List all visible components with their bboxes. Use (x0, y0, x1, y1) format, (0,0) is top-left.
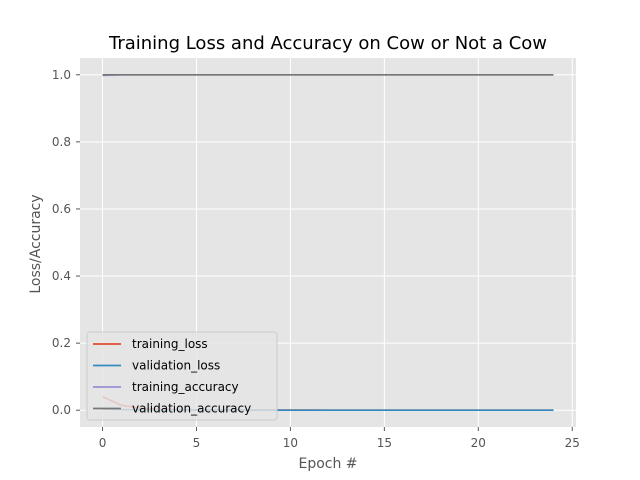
legend-label: training_accuracy (132, 380, 239, 394)
y-tick-label: 0.2 (52, 336, 71, 350)
y-tick-label: 0.8 (52, 135, 71, 149)
x-tick-label: 20 (471, 436, 486, 450)
y-tick-label: 1.0 (52, 68, 71, 82)
legend: training_loss validation_loss training_acc… (86, 331, 278, 421)
chart-title: Training Loss and Accuracy on Cow or Not… (108, 33, 547, 54)
legend-label: training_loss (132, 337, 208, 351)
y-axis-ticks: 0.0 0.2 0.4 0.6 0.8 1.0 (52, 68, 80, 417)
legend-label: validation_loss (132, 359, 220, 373)
y-tick-label: 0.0 (52, 403, 71, 417)
legend-label: validation_accuracy (132, 402, 251, 416)
y-axis-label: Loss/Accuracy (28, 194, 44, 293)
x-tick-label: 25 (565, 436, 580, 450)
x-tick-label: 15 (377, 436, 392, 450)
x-axis-ticks: 0 5 10 15 20 25 (99, 427, 580, 450)
y-tick-label: 0.6 (52, 202, 71, 216)
legend-box (86, 331, 278, 421)
y-tick-label: 0.4 (52, 269, 71, 283)
x-tick-label: 5 (193, 436, 201, 450)
x-tick-label: 0 (99, 436, 107, 450)
x-axis-label: Epoch # (298, 456, 357, 472)
x-tick-label: 10 (283, 436, 298, 450)
